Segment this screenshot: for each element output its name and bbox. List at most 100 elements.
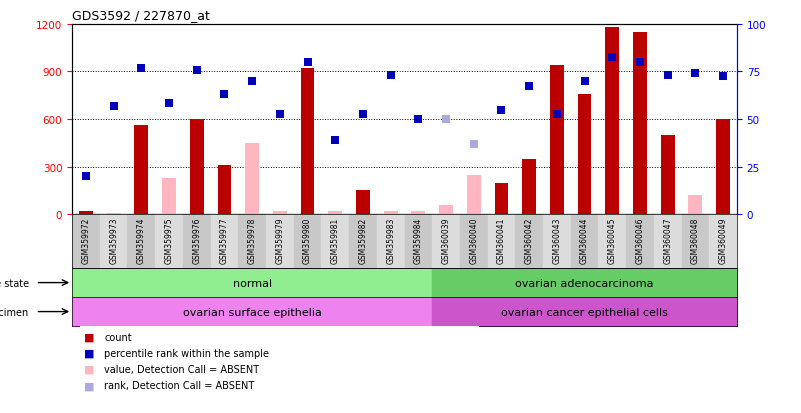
Bar [135,126,148,215]
Bar [245,144,259,215]
Bar [273,211,287,215]
Point [467,142,480,148]
Bar [100,215,127,268]
Text: normal: normal [232,278,272,288]
Text: specimen: specimen [0,307,29,317]
Bar [162,178,176,215]
Bar [218,166,231,215]
Text: GSM360045: GSM360045 [608,218,617,264]
Bar [294,215,321,268]
Text: ■: ■ [84,380,95,390]
Text: GSM359980: GSM359980 [303,218,312,264]
Bar [716,120,730,215]
Text: GSM359974: GSM359974 [137,218,146,264]
Text: GSM359981: GSM359981 [331,218,340,263]
Point [689,71,702,77]
Bar [384,211,397,215]
Text: GSM359978: GSM359978 [248,218,256,264]
Bar [328,211,342,215]
Text: ovarian cancer epithelial cells: ovarian cancer epithelial cells [501,307,668,317]
Point [662,72,674,79]
Point [191,67,203,74]
Text: ovarian surface epithelia: ovarian surface epithelia [183,307,321,317]
Text: GDS3592 / 227870_at: GDS3592 / 227870_at [72,9,210,22]
Point [384,72,397,79]
Point [301,59,314,66]
Bar [571,215,598,268]
Point [79,173,92,180]
Text: GSM359972: GSM359972 [82,218,91,264]
Point [135,66,147,72]
Bar [211,215,239,268]
Text: ovarian adenocarcinoma: ovarian adenocarcinoma [515,278,654,288]
Text: GSM359975: GSM359975 [164,218,174,264]
Bar [654,215,682,268]
Text: GSM360049: GSM360049 [718,218,727,264]
Text: ■: ■ [84,348,95,358]
Point [329,137,342,144]
Text: ■: ■ [84,364,95,374]
Bar [266,215,294,268]
Bar [433,215,460,268]
Text: GSM360047: GSM360047 [663,218,672,264]
Bar [439,205,453,215]
Point [218,91,231,98]
Text: GSM360040: GSM360040 [469,218,478,264]
Text: GSM360048: GSM360048 [691,218,700,264]
Point [163,101,175,107]
Point [550,112,563,119]
Point [495,107,508,114]
Text: GSM359984: GSM359984 [414,218,423,264]
Bar [107,214,121,215]
Bar [661,135,674,215]
Point [107,104,120,110]
Bar [578,95,591,215]
Point [273,112,286,119]
Text: GSM360044: GSM360044 [580,218,589,264]
Bar [349,215,376,268]
Text: ■: ■ [84,332,95,342]
Text: percentile rank within the sample: percentile rank within the sample [104,348,269,358]
Bar [412,211,425,215]
Text: GSM359976: GSM359976 [192,218,201,264]
Text: value, Detection Call = ABSENT: value, Detection Call = ABSENT [104,364,260,374]
Point [440,116,453,123]
Text: rank, Detection Call = ABSENT: rank, Detection Call = ABSENT [104,380,254,390]
Bar [467,175,481,215]
Text: GSM359983: GSM359983 [386,218,395,264]
Bar [127,215,155,268]
Bar [183,215,211,268]
Bar [460,215,488,268]
Bar [190,120,203,215]
Bar [239,215,266,268]
Point [523,83,536,90]
Point [356,112,369,119]
Bar [300,69,315,215]
Bar [522,159,536,215]
Bar [488,215,515,268]
Text: disease state: disease state [0,278,29,288]
Point [578,78,591,85]
Bar [682,215,709,268]
Text: GSM360041: GSM360041 [497,218,506,264]
Bar [688,196,702,215]
Bar [321,215,349,268]
Text: count: count [104,332,131,342]
Bar [550,66,564,215]
Text: GSM360042: GSM360042 [525,218,533,264]
Bar [598,215,626,268]
Bar [606,28,619,215]
Point [634,59,646,66]
Bar [155,215,183,268]
Text: GSM359977: GSM359977 [220,218,229,264]
Bar [72,215,100,268]
Text: GSM360039: GSM360039 [441,218,450,264]
Bar [515,215,543,268]
Text: GSM360043: GSM360043 [553,218,562,264]
Text: GSM359973: GSM359973 [109,218,118,264]
Point [246,78,259,85]
Bar [543,215,570,268]
Text: GSM360046: GSM360046 [635,218,645,264]
Bar [356,191,370,215]
Point [717,74,730,81]
